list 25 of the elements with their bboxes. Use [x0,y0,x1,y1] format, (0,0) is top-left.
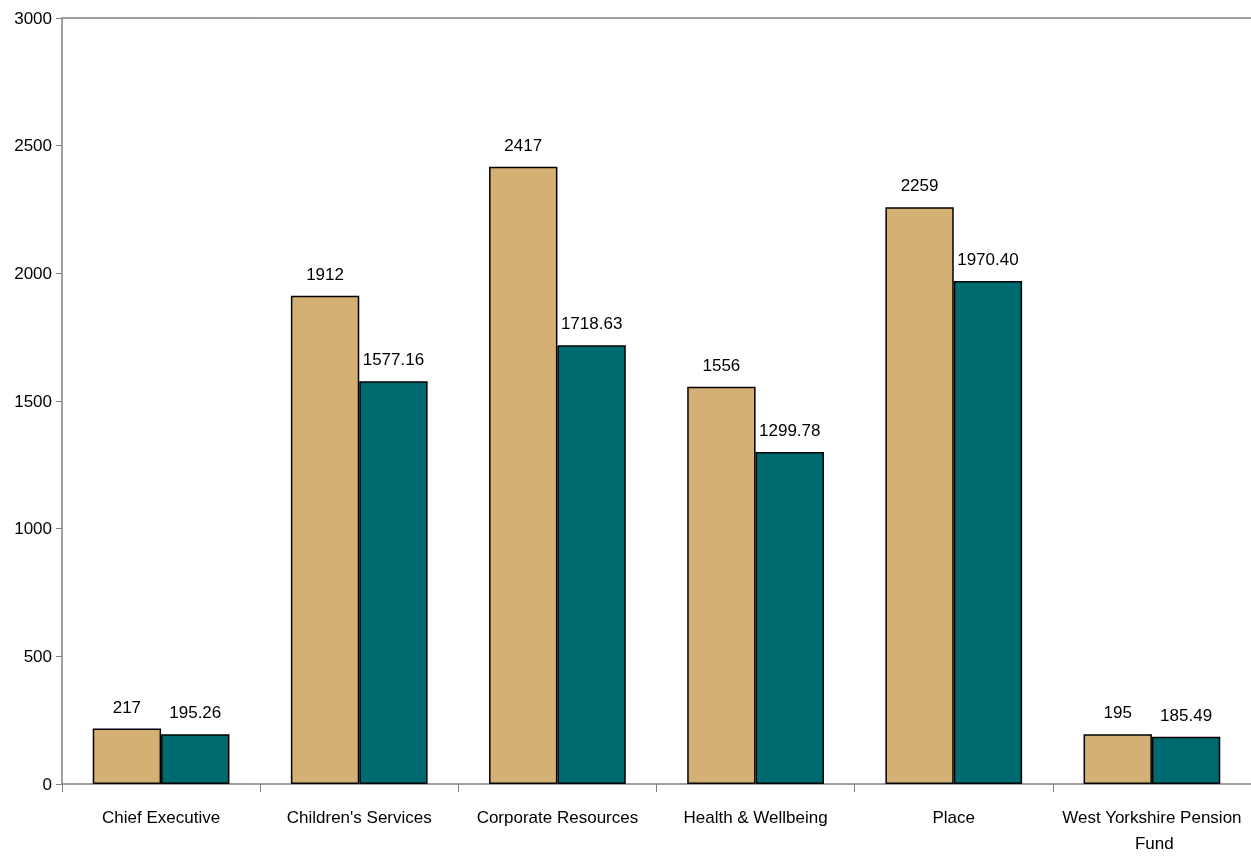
data-label: 1970.40 [957,249,1019,269]
x-tick-label: Place [932,807,976,827]
data-label: 1556 [702,355,741,375]
x-tick-label: Corporate Resources [476,807,639,827]
data-label: 1912 [306,264,344,284]
data-label: 1299.78 [759,421,821,441]
y-tick-label: 0 [42,774,52,794]
data-label: 2417 [504,135,543,155]
x-tick-label: Children's Services [286,807,432,827]
x-tick-label: Health & Wellbeing [683,807,828,827]
data-label: 217 [112,697,142,717]
y-tick-label: 2500 [14,136,52,156]
data-label: 2259 [900,176,939,196]
y-tick-label: 1500 [14,391,52,411]
data-label: 1718.63 [560,314,623,334]
y-tick-label: 3000 [14,8,52,28]
data-label: 1577.16 [362,350,425,370]
data-label: 195.26 [169,703,222,723]
y-tick-label: 1000 [14,519,52,539]
x-tick-label: Chief Executive [102,807,221,827]
y-tick-label: 500 [23,646,52,666]
y-tick-label: 2000 [14,263,52,283]
x-tick-label: West Yorkshire Pension Fund [1062,807,1242,853]
data-label: 195 [1103,703,1132,723]
data-label: 185.49 [1160,705,1213,725]
